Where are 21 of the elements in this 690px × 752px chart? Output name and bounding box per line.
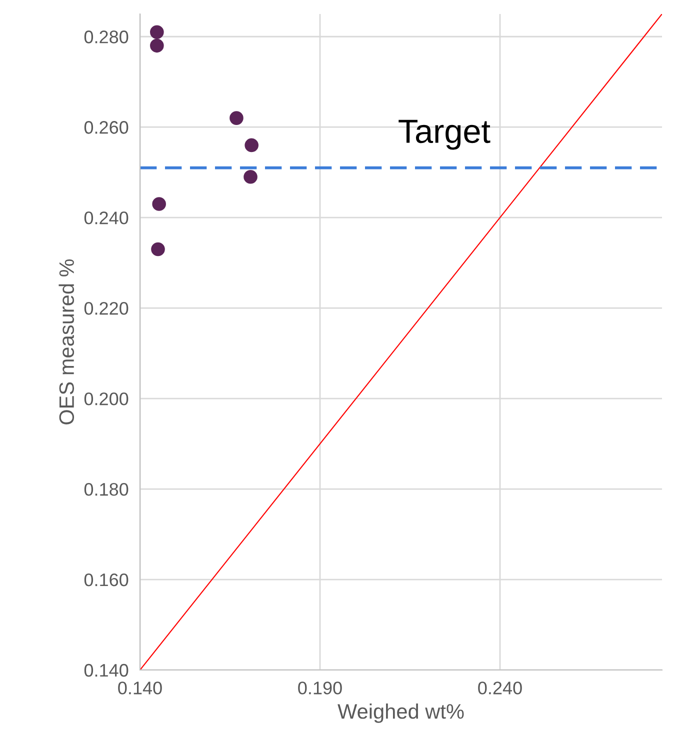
y-tick-label: 0.280 [84, 30, 128, 44]
point [152, 197, 166, 211]
point [150, 38, 164, 53]
point [244, 138, 259, 152]
point [150, 25, 164, 40]
y-axis-title: OES measured % [58, 259, 74, 424]
y-tick-label: 0.160 [84, 573, 128, 586]
y-tick-label: 0.220 [84, 302, 128, 315]
point [151, 242, 165, 256]
x-tick-label: 0.240 [478, 682, 522, 694]
point [230, 111, 244, 125]
point [244, 170, 258, 184]
y-tick-label: 0.260 [84, 121, 128, 134]
x-axis-title: Weighed wt% [338, 704, 464, 723]
y-tick-label: 0.240 [84, 212, 128, 224]
y-tick-label: 0.180 [84, 482, 128, 496]
ref-line-label: Target [398, 120, 490, 150]
y-tick-label: 0.140 [84, 664, 128, 677]
x-tick-label: 0.190 [298, 682, 342, 694]
y-tick-label: 0.200 [84, 392, 128, 406]
x-tick-label: 0.140 [118, 682, 162, 694]
